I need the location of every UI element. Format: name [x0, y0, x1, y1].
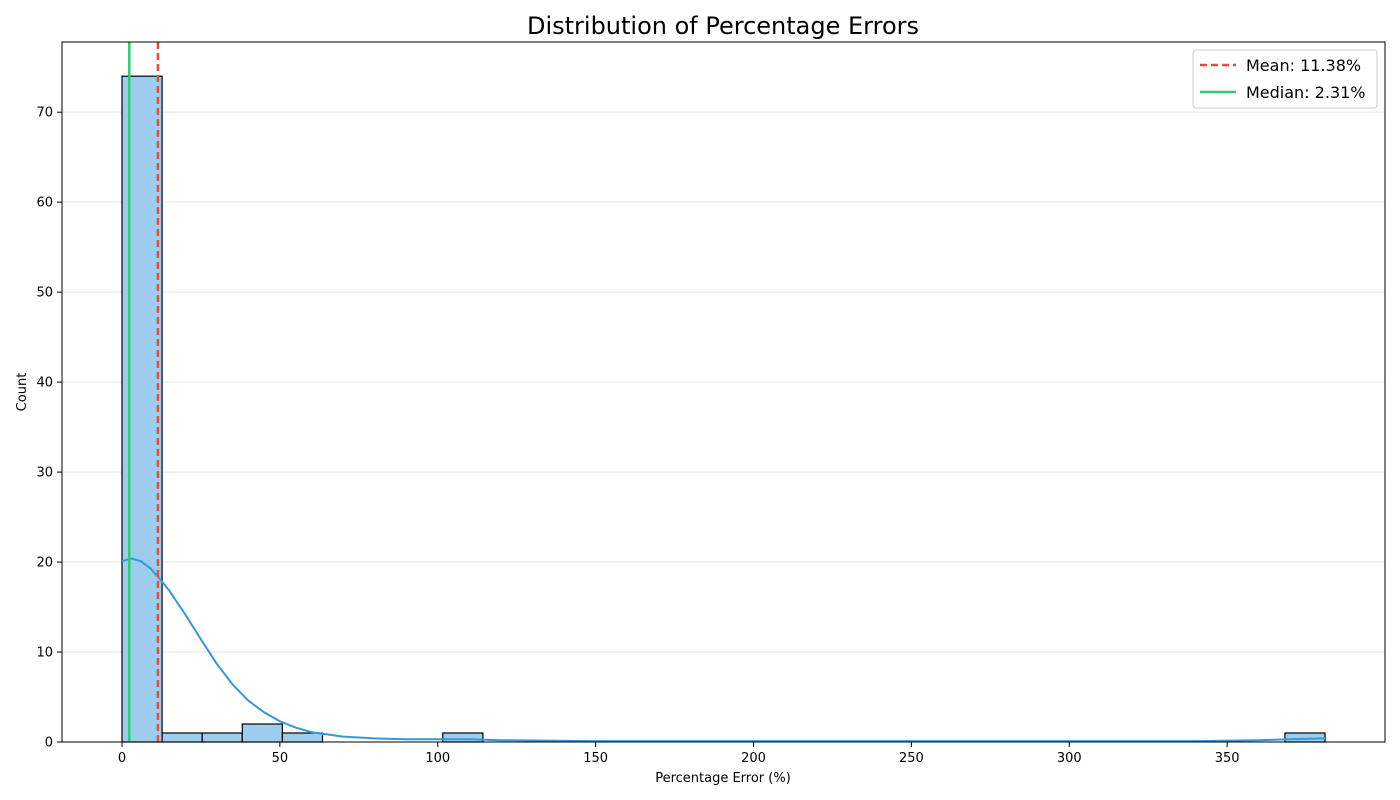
legend-median-label: Median: 2.31%: [1246, 83, 1366, 102]
x-tick-label: 300: [1057, 751, 1082, 766]
x-tick-label: 200: [741, 751, 766, 766]
y-tick-label: 30: [36, 466, 53, 481]
y-tick-label: 50: [36, 286, 53, 301]
grid-lines: [62, 111, 1385, 653]
x-tick-label: 350: [1215, 751, 1240, 766]
y-tick-label: 60: [36, 196, 53, 211]
reference-lines: [128, 42, 160, 742]
x-tick-label: 150: [583, 751, 608, 766]
y-tick-label: 20: [36, 556, 53, 571]
legend-mean-label: Mean: 11.38%: [1246, 56, 1361, 75]
legend-box: [1192, 49, 1378, 109]
kde-curve: [121, 557, 1326, 743]
x-tick-label: 100: [425, 751, 450, 766]
x-tick-label: 250: [899, 751, 924, 766]
y-tick-label: 10: [36, 646, 53, 661]
histogram-bar: [121, 75, 163, 743]
histogram-bars: [121, 75, 1326, 743]
kde-line: [121, 557, 1326, 743]
y-tick-label: 0: [45, 736, 53, 751]
y-tick-label: 40: [36, 376, 53, 391]
histogram-bar: [241, 723, 283, 743]
histogram-bar: [201, 732, 243, 743]
legend: Mean: 11.38% Median: 2.31%: [1192, 49, 1378, 109]
histogram-bar: [442, 732, 484, 743]
x-axis-ticks: 0 50 100 150 200 250 300 350: [118, 742, 1240, 766]
histogram-bar: [281, 732, 324, 743]
histogram-bar: [161, 732, 203, 743]
histogram-bar: [1284, 732, 1326, 743]
x-tick-label: 0: [118, 751, 126, 766]
y-tick-label: 70: [36, 106, 53, 121]
x-axis-label: Percentage Error (%): [655, 771, 791, 786]
chart-title: Distribution of Percentage Errors: [527, 12, 919, 40]
y-axis-ticks: 0 10 20 30 40 50 60 70: [36, 106, 62, 751]
y-axis-label: Count: [15, 373, 30, 412]
plot-area-frame: [61, 41, 1386, 743]
x-tick-label: 50: [272, 751, 289, 766]
